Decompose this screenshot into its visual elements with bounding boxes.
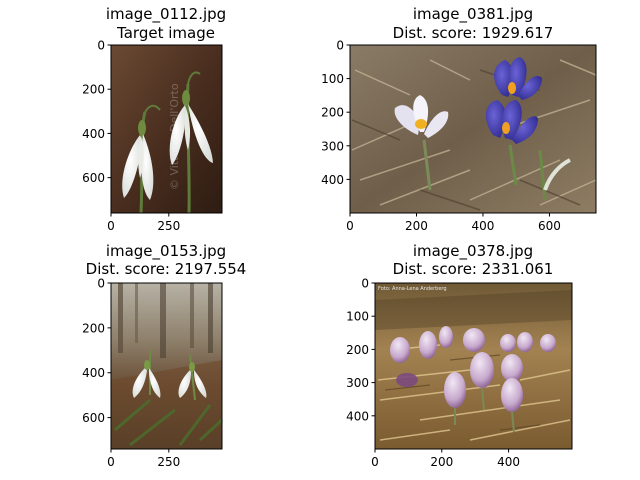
- y-tick-label: 400: [346, 409, 369, 423]
- panel-match-3: image_0378.jpg Dist. score: 2331.061 Fot…: [346, 242, 573, 470]
- y-tick-label: 200: [82, 83, 105, 97]
- y-tick-label: 200: [82, 321, 105, 335]
- y-tick-label: 400: [82, 127, 105, 141]
- x-tick-label: 400: [472, 219, 495, 233]
- tick-group: 0 200 400 0 100 200 300 400: [346, 277, 520, 470]
- axes-frame: [110, 282, 223, 450]
- x-tick-label: 200: [405, 219, 428, 233]
- y-tick-label: 600: [82, 411, 105, 425]
- panel-match-1: image_0381.jpg Dist. score: 1929.617: [321, 5, 597, 234]
- panel-target: image_0112.jpg Target image © Vittorio D…: [82, 5, 226, 233]
- y-tick-label: 300: [346, 376, 369, 390]
- tick-group: 0 250 0 200 400 600: [82, 39, 180, 234]
- panel-filename: image_0112.jpg: [106, 5, 226, 24]
- x-tick-label: 400: [497, 455, 520, 469]
- y-tick-label: 600: [82, 171, 105, 185]
- axes-frame: [110, 44, 223, 214]
- x-tick-label: 250: [157, 455, 180, 469]
- x-tick-label: 0: [107, 219, 115, 233]
- photo-lilac-crocuses: Foto: Anna-Lena Anderberg: [375, 283, 572, 449]
- panel-subtitle: Target image: [116, 24, 215, 42]
- panel-match-2: image_0153.jpg Dist. score: 2197.554 0 25…: [82, 242, 246, 469]
- y-tick-label: 200: [346, 343, 369, 357]
- tick-group: 0 250 0 200 400 600: [82, 277, 180, 470]
- photo-snowdrops: © Vittorio Dell'Orto: [111, 45, 222, 214]
- photo-crocuses: [350, 45, 597, 213]
- y-tick-label: 100: [321, 72, 344, 86]
- photo-forest-snowdrops: [111, 283, 224, 449]
- x-tick-label: 200: [430, 455, 453, 469]
- panel-filename: image_0381.jpg: [413, 5, 533, 24]
- photo-credit: Foto: Anna-Lena Anderberg: [378, 286, 447, 292]
- y-tick-label: 0: [97, 277, 105, 291]
- x-tick-label: 600: [538, 219, 561, 233]
- panel-subtitle: Dist. score: 2331.061: [393, 260, 554, 278]
- axes-frame: [349, 44, 597, 214]
- y-tick-label: 200: [321, 106, 344, 120]
- y-tick-label: 0: [336, 39, 344, 53]
- panel-subtitle: Dist. score: 1929.617: [393, 24, 554, 42]
- x-tick-label: 250: [157, 219, 180, 233]
- photo-watermark: © Vittorio Dell'Orto: [168, 83, 181, 190]
- y-tick-label: 0: [97, 39, 105, 53]
- tick-group: 0 200 400 600 0 100 200 300 400: [321, 39, 561, 234]
- y-tick-label: 400: [321, 173, 344, 187]
- axes-frame: [374, 282, 573, 450]
- y-tick-label: 300: [321, 139, 344, 153]
- y-tick-label: 0: [361, 277, 369, 291]
- x-tick-label: 0: [371, 455, 379, 469]
- panel-filename: image_0153.jpg: [106, 242, 226, 261]
- x-tick-label: 0: [346, 219, 354, 233]
- x-tick-label: 0: [107, 455, 115, 469]
- panel-filename: image_0378.jpg: [413, 242, 533, 261]
- y-tick-label: 400: [82, 366, 105, 380]
- y-tick-label: 100: [346, 310, 369, 324]
- panel-subtitle: Dist. score: 2197.554: [86, 260, 247, 278]
